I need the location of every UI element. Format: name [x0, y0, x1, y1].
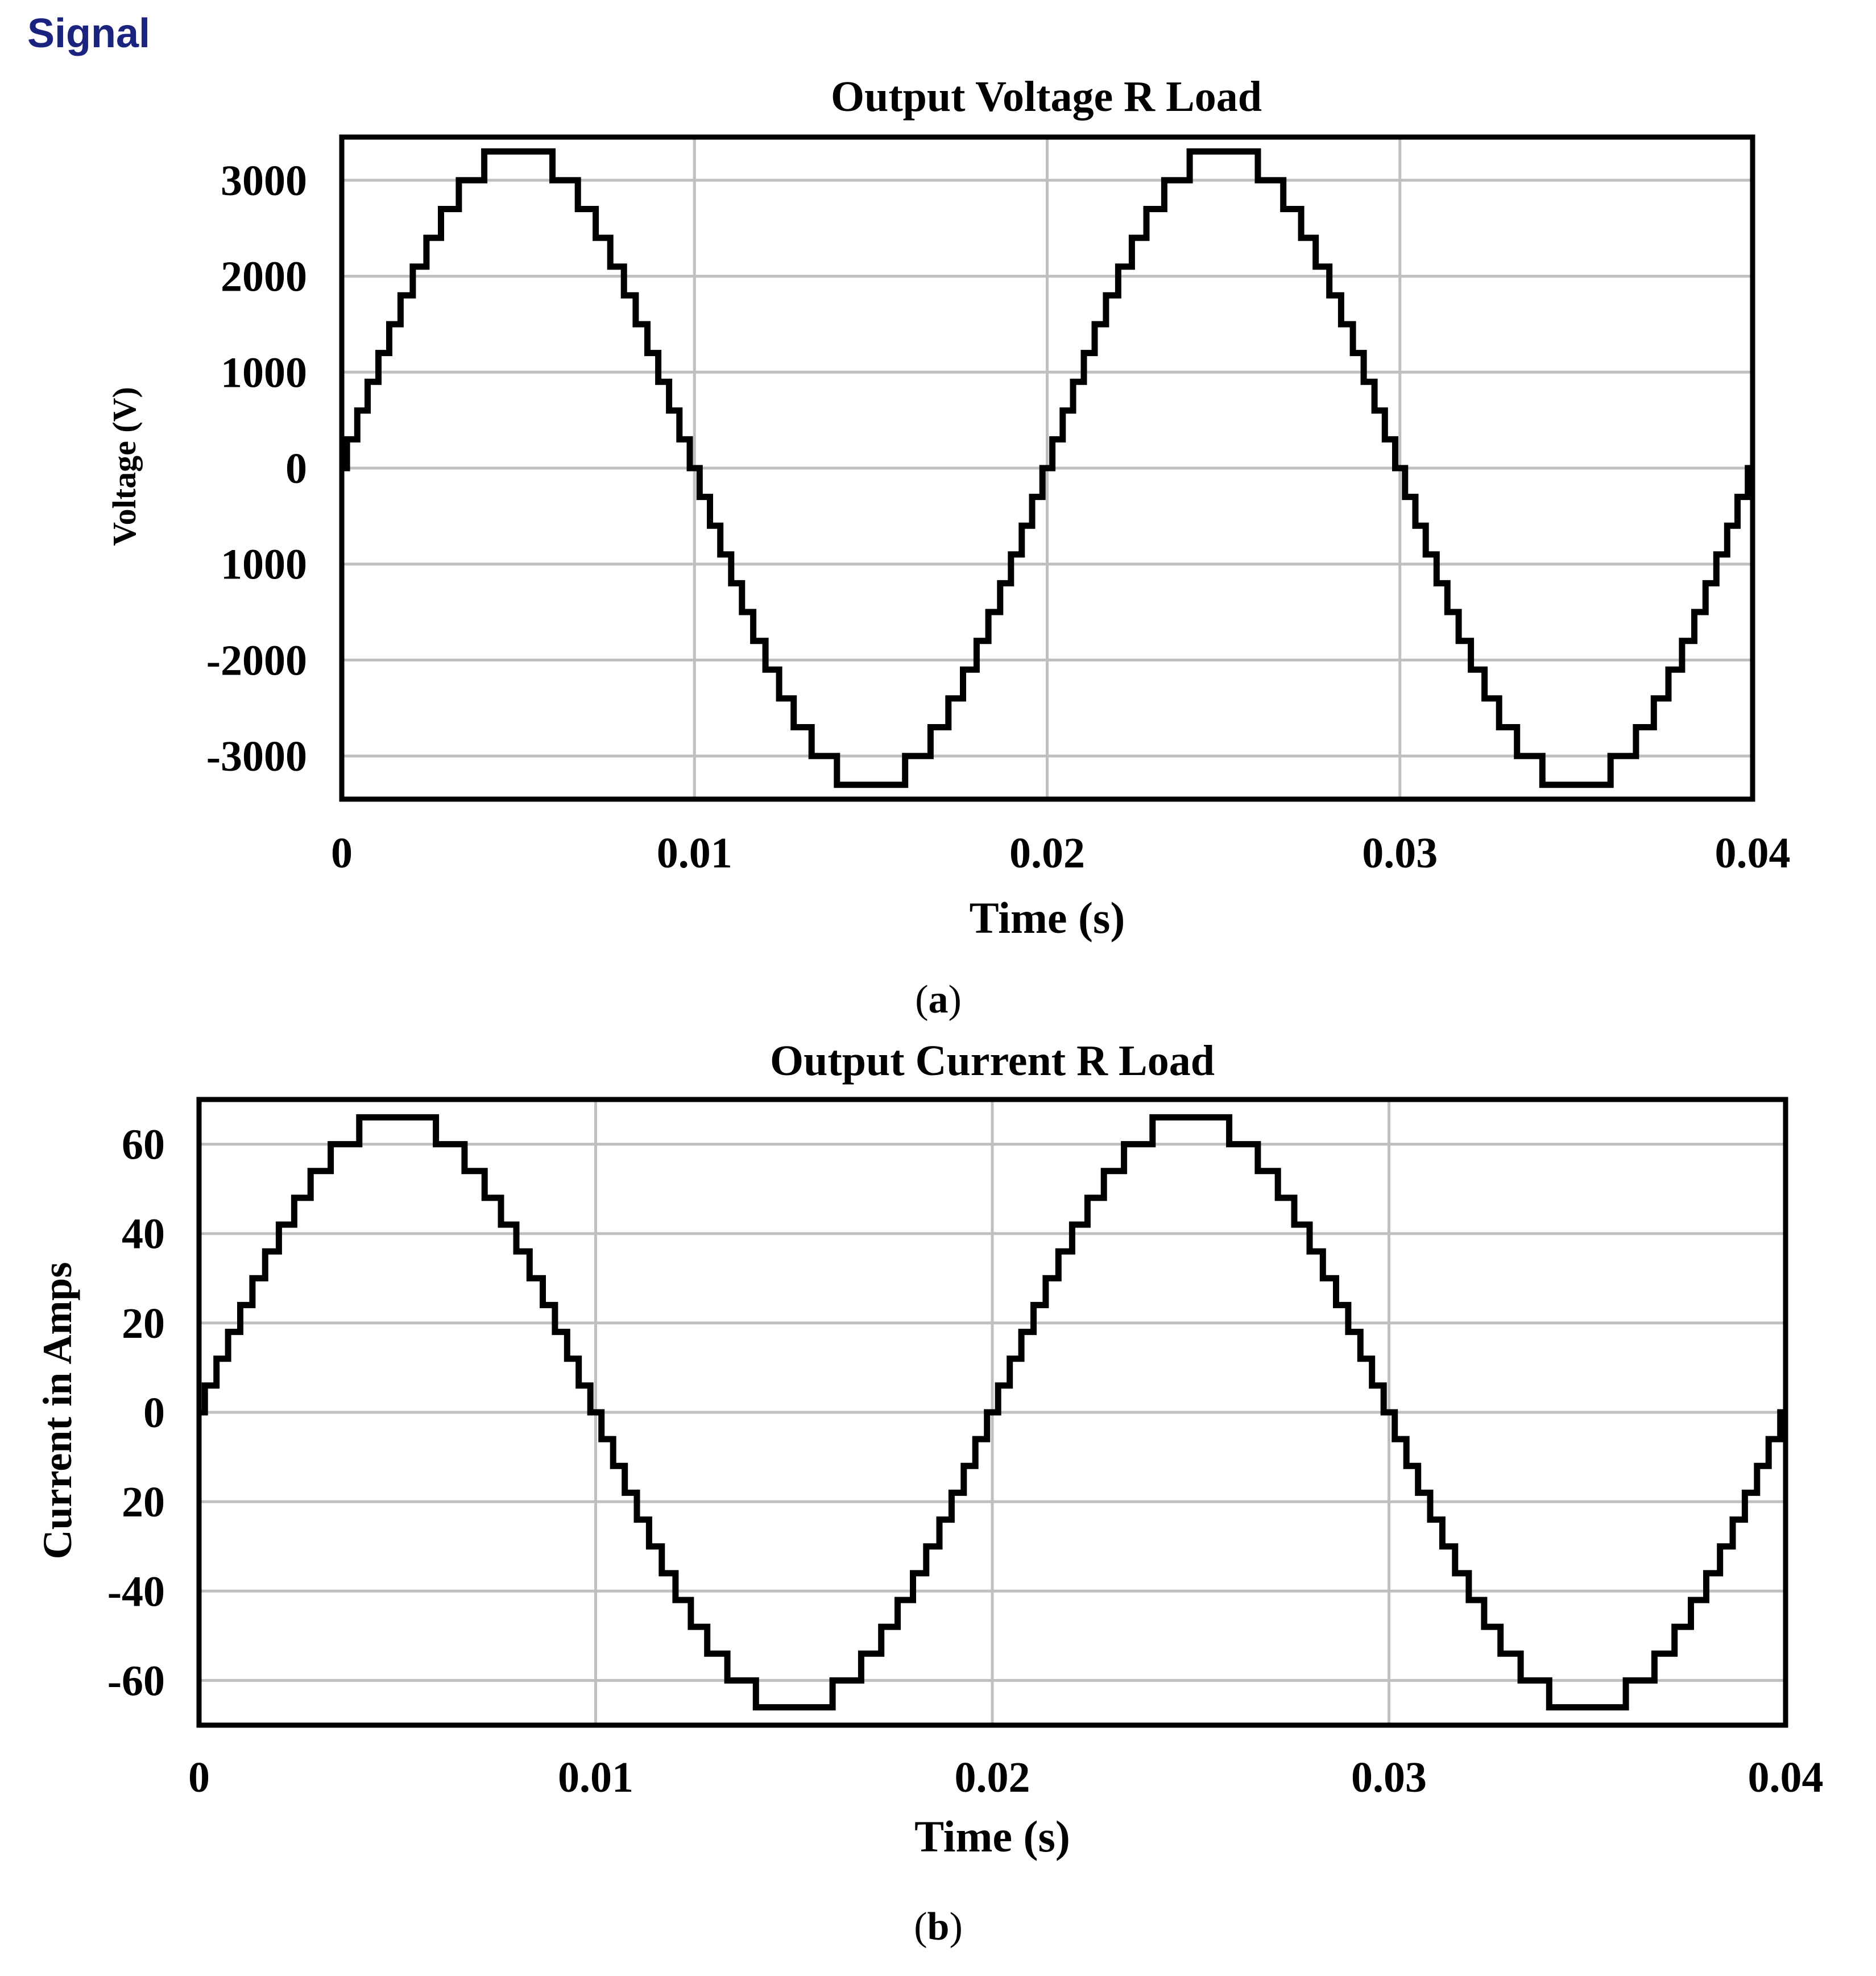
y-tick-label: 40 [122, 1210, 165, 1258]
x-tick-label: 0.04 [1748, 1754, 1824, 1801]
chart-title: Output Voltage R Load [831, 73, 1262, 121]
y-tick-label: 60 [122, 1121, 165, 1169]
caption-close-paren: ) [949, 978, 962, 1022]
caption-close-paren: ) [949, 1905, 962, 1949]
y-tick-label: 1000 [221, 349, 307, 396]
x-tick-label: 0.04 [1715, 829, 1791, 877]
x-tick-label: 0.03 [1351, 1754, 1427, 1801]
plot-frame [196, 1097, 1788, 1728]
y-tick-label: -2000 [206, 636, 307, 684]
x-tick-label: 0.03 [1362, 829, 1438, 877]
subfigure-caption: (a) [915, 978, 962, 1022]
chart-title: Output Current R Load [770, 1037, 1215, 1085]
chart-b: Output Current R Load 0 0.01 0.02 0.03 0.04 60… [35, 1037, 1824, 1949]
x-tick-label: 0.02 [1009, 829, 1085, 877]
y-tick-label: 20 [122, 1478, 165, 1526]
subfigure-caption: (b) [914, 1905, 963, 1949]
x-tick-label: 0 [331, 829, 353, 877]
x-tick-label: 0 [188, 1754, 210, 1801]
series-line-b [199, 1114, 1786, 1711]
x-tick-label: 0.01 [657, 829, 732, 877]
series-line-a [342, 148, 1753, 788]
y-tick-label: -3000 [206, 733, 307, 780]
y-tick-label: 0 [285, 445, 307, 493]
caption-letter: b [927, 1905, 950, 1949]
y-tick-label: 2000 [221, 253, 307, 301]
x-axis-label: Time (s) [970, 893, 1125, 942]
x-tick-label: 0.02 [955, 1754, 1030, 1801]
caption-letter: a [929, 978, 949, 1022]
plot-frame [339, 134, 1755, 802]
y-tick-label: 3000 [221, 157, 307, 205]
chart-a: Output Voltage R Load 0 0.01 0.02 0.03 0.04 30… [106, 73, 1791, 1022]
y-axis-label: Voltage (V) [106, 387, 143, 546]
x-axis-label: Time (s) [914, 1812, 1070, 1861]
y-tick-label: 1000 [221, 541, 307, 589]
y-tick-label: -60 [107, 1657, 165, 1705]
y-axis-label: Current in Amps [35, 1262, 80, 1560]
caption-open-paren: ( [914, 1905, 927, 1949]
x-tick-label: 0.01 [558, 1754, 633, 1801]
caption-open-paren: ( [915, 978, 928, 1022]
y-tick-label: 20 [122, 1300, 165, 1347]
signal-header: Signal [27, 11, 151, 56]
y-tick-label: 0 [143, 1389, 165, 1437]
y-tick-label: -40 [107, 1568, 165, 1615]
